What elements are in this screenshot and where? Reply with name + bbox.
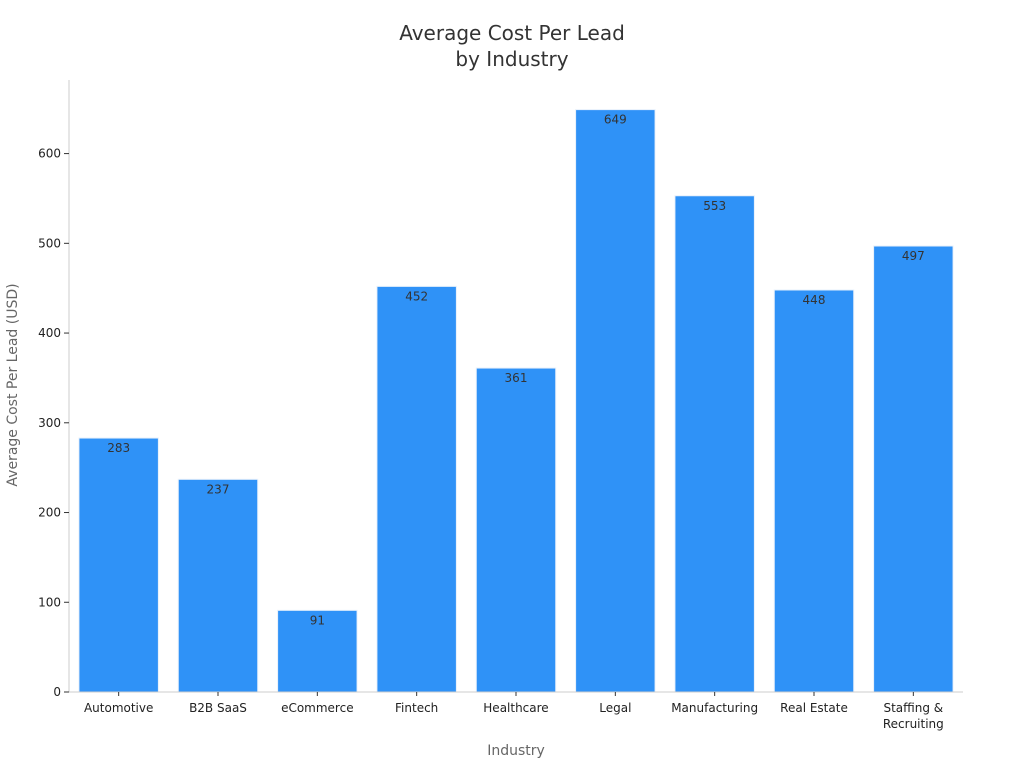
y-tick-label-1: 100: [38, 595, 61, 609]
bar-6: [674, 195, 755, 693]
plot-area: 283 237 91 452 361 649 553 448 497 0 100 200 300 400 5…: [38, 80, 963, 731]
bar-8: [873, 245, 954, 693]
bar-3: [376, 285, 457, 693]
bar-0: [78, 437, 159, 693]
x-tick-label-7: Real Estate: [780, 701, 848, 715]
x-tick-label-1: B2B SaaS: [189, 701, 247, 715]
bar-5: [575, 109, 656, 693]
y-tick-label-6: 600: [38, 147, 61, 161]
chart-title-line-1: Average Cost Per Lead: [399, 21, 625, 45]
y-axis-title: Average Cost Per Lead (USD): [5, 283, 21, 486]
bar-value-label-4: 361: [505, 371, 528, 385]
x-tick-label-8-line-0: Staffing &: [883, 701, 943, 715]
x-tick-label-6: Manufacturing: [671, 701, 758, 715]
y-tick-label-0: 0: [53, 685, 61, 699]
bar-7: [773, 289, 855, 693]
y-tick-label-3: 300: [38, 416, 61, 430]
x-tick-label-0: Automotive: [84, 701, 153, 715]
bar-value-label-2: 91: [310, 613, 325, 627]
y-tick-label-4: 400: [38, 326, 61, 340]
x-tick-label-8-line-1: Recruiting: [883, 717, 944, 731]
y-tick-label-2: 200: [38, 506, 61, 520]
chart-title-line-2: by Industry: [455, 47, 568, 71]
bar-value-label-3: 452: [405, 289, 428, 303]
bar-4: [475, 367, 557, 693]
x-tick-label-5: Legal: [599, 701, 631, 715]
chart-title: Average Cost Per Lead by Industry: [399, 21, 625, 71]
bar-2: [277, 609, 358, 693]
x-axis-title: Industry: [487, 743, 545, 759]
x-tick-label-4: Healthcare: [483, 701, 548, 715]
x-tick-label-3: Fintech: [395, 701, 438, 715]
y-tick-label-5: 500: [38, 236, 61, 250]
bar-value-label-6: 553: [703, 199, 726, 213]
bar-value-label-1: 237: [207, 482, 230, 496]
x-tick-label-2: eCommerce: [281, 701, 354, 715]
bar-value-label-7: 448: [803, 293, 826, 307]
bar-value-label-5: 649: [604, 113, 627, 127]
bar-value-label-0: 283: [107, 441, 130, 455]
bar-value-label-8: 497: [902, 249, 925, 263]
bar-1: [177, 478, 259, 693]
